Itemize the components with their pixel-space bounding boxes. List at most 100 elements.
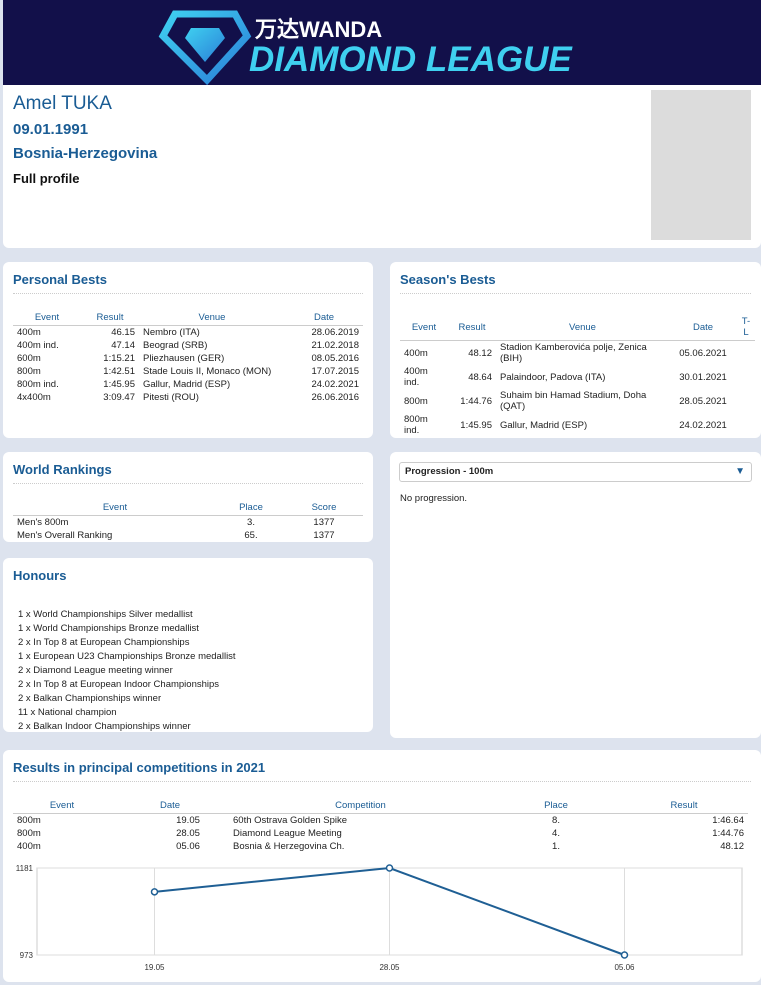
table-cell: 47.14 [111, 340, 135, 351]
table-cell: 17.07.2015 [311, 366, 359, 377]
table-cell: 26.06.2016 [311, 392, 359, 403]
column-header: Date [285, 310, 363, 326]
card-title: World Rankings [13, 462, 363, 484]
table-cell: 1:44.76 [712, 828, 744, 839]
honour-item: 2 x Balkan Championships winner [18, 693, 162, 704]
table-cell: 1:45.95 [103, 379, 135, 390]
table-cell: 1:45.95 [460, 419, 492, 431]
table-cell: 60th Ostrava Golden Spike [233, 815, 348, 826]
progression-card: Progression - 100m ▼ No progression. [390, 452, 761, 738]
table-row: 400m ind. 48.64 Palaindoor, Padova (ITA) 30… [400, 365, 755, 389]
column-header: Event [400, 314, 448, 341]
card-title: Results in principal competitions in 202… [13, 760, 751, 782]
league: DIAMOND LEAGUE [249, 40, 572, 79]
table-row: Men's 800m 3. 1377 [13, 516, 363, 530]
table-cell: 800m [17, 366, 41, 377]
table-cell: 400m [17, 841, 41, 852]
card-title: Personal Bests [13, 272, 363, 294]
table-cell: 48.12 [720, 841, 744, 852]
world-rankings-card: World Rankings Event Place Score Men's 800m… [3, 452, 373, 542]
table-cell: Nembro (ITA) [143, 327, 200, 338]
table-cell: 1:42.51 [103, 366, 135, 377]
table-cell: 65. [244, 530, 258, 541]
table-cell: Gallur, Madrid (ESP) [500, 419, 588, 431]
table-row: 800m 19.05 60th Ostrava Golden Spike 8. 1:46… [13, 814, 748, 828]
data-table: Event Date Competition Place Result 800m 19.05… [13, 798, 748, 853]
athlete-country: Bosnia-Herzegovina [13, 145, 158, 162]
table-cell: 800m [404, 395, 428, 407]
athlete-name: Amel TUKA [13, 93, 112, 114]
table-cell: 28.06.2019 [311, 327, 359, 338]
data-point [385, 864, 394, 872]
empty-cell [737, 413, 755, 437]
table-cell: 08.05.2016 [311, 353, 359, 364]
header-row: Event Result Venue Date T-L [400, 314, 755, 341]
honours-list: 1 x World Championships Silver medallist… [18, 608, 236, 732]
table-cell: 05.06 [176, 841, 200, 852]
data-table: Event Place Score Men's 800m 3. 1377 Men's Ove… [13, 500, 363, 542]
table-cell: 3. [247, 517, 255, 528]
table-cell: 19.05 [176, 815, 200, 826]
table-cell: 1377 [313, 530, 335, 541]
column-header: Date [669, 314, 737, 341]
table-cell: 400m [17, 327, 41, 338]
table-cell: Bosnia & Herzegovina Ch. [233, 841, 345, 852]
column-header: Score [285, 500, 363, 516]
table-cell: Men's 800m [17, 517, 69, 528]
results-card: Results in principal competitions in 202… [3, 750, 761, 982]
photo-placeholder [651, 90, 751, 240]
table-row: 800m 1:44.76 Suhaim bin Hamad Stadium, Doh… [400, 389, 755, 413]
select-arrow: ▼ [735, 466, 745, 477]
table-cell: 800m [17, 828, 41, 839]
table-row: 800m ind. 1:45.95 Gallur, Madrid (ESP) 24.0… [13, 378, 363, 391]
column-header: Venue [139, 310, 285, 326]
table-cell: 1:44.76 [460, 395, 492, 407]
table-cell: 24.02.2021 [311, 379, 359, 390]
column-header: Result [81, 310, 139, 326]
table-cell: Stade Louis II, Monaco (MON) [143, 366, 272, 377]
table-cell: 800m ind. [17, 379, 59, 390]
progression-select[interactable]: Progression - 100m ▼ [399, 462, 752, 482]
table-cell: 21.02.2018 [311, 340, 359, 351]
table-cell: 1:15.21 [103, 353, 135, 364]
athlete-dob: 09.01.1991 [13, 121, 89, 138]
table-cell: Beograd (SRB) [143, 340, 208, 351]
table-row: 400m 46.15 Nembro (ITA) 28.06.2019 [13, 326, 363, 340]
table-row: 800m 1:42.51 Stade Louis II, Monaco (MON) 1… [13, 365, 363, 378]
data-table: Event Result Venue Date T-L 400m 48.12 Stadion … [400, 314, 755, 437]
honour-item: 11 x National champion [18, 707, 117, 718]
table-cell: 30.01.2021 [679, 371, 727, 383]
table-cell: 48.12 [468, 347, 492, 359]
card-title: Season's Bests [400, 272, 751, 294]
honour-item: 1 x European U23 Championships Bronze me… [18, 651, 236, 662]
seasons-bests-card: Season's Bests Event Result Venue Date T-L 40… [390, 262, 761, 438]
table-cell: Pitesti (ROU) [143, 392, 199, 403]
empty-cell [737, 389, 755, 413]
table-cell: 28.05 [176, 828, 200, 839]
column-header: Event [13, 310, 81, 326]
profile-card: Amel TUKA 09.01.1991 Bosnia-Herzegovina … [3, 85, 761, 248]
table-cell: 1. [552, 841, 560, 852]
table-cell: 1377 [313, 517, 335, 528]
honour-item: 2 x In Top 8 at European Indoor Champion… [18, 679, 220, 690]
column-header: Event [13, 798, 111, 814]
table-cell: Diamond League Meeting [233, 828, 342, 839]
card-title: Honours [13, 568, 67, 583]
data-point [150, 888, 159, 896]
table-cell: 8. [552, 815, 560, 826]
column-header: T-L [737, 314, 755, 341]
brand: 万达WANDA [255, 17, 383, 42]
table-cell: 600m [17, 353, 41, 364]
table-cell: Pliezhausen (GER) [143, 353, 225, 364]
header-row: Event Place Score [13, 500, 363, 516]
table-cell: 48.64 [468, 371, 492, 383]
honour-item: 1 x World Championships Bronze medallist [18, 623, 199, 634]
profile-link[interactable]: Full profile [13, 171, 80, 186]
table-cell: 05.06.2021 [679, 347, 727, 359]
y-tick-label: 1181 [16, 864, 34, 873]
honour-item: 1 x World Championships Silver medallist [18, 609, 193, 620]
table-cell: 24.02.2021 [679, 419, 727, 431]
header-row: Event Date Competition Place Result [13, 798, 748, 814]
column-header: Event [13, 500, 217, 516]
table-row: Men's Overall Ranking 65. 1377 [13, 529, 363, 542]
